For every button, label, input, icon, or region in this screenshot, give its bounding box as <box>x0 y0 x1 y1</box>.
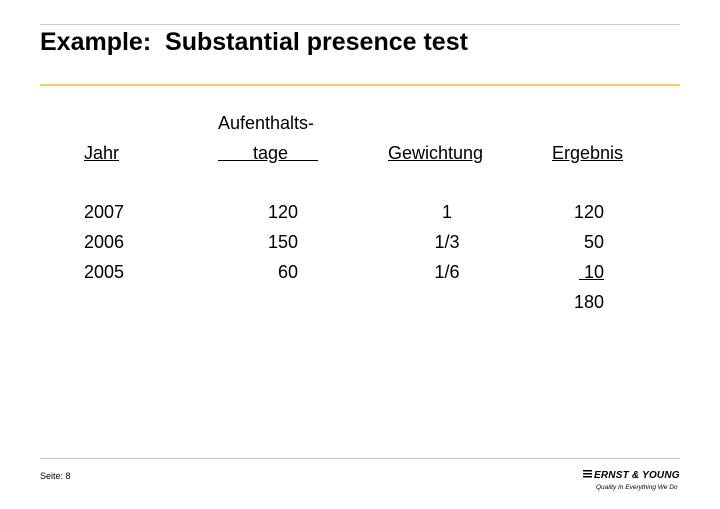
table-row-result: 120 <box>573 202 604 222</box>
company-logo: ERNST & YOUNG Quality In Everything We D… <box>583 470 683 494</box>
weight-header: Gewichtung <box>388 143 484 163</box>
days-header-line1: Aufenthalts- <box>218 113 315 133</box>
table-row-year: 2006 <box>84 232 125 252</box>
logo-mark-icon <box>583 470 592 479</box>
brand-name: ERNST & YOUNG <box>594 470 680 481</box>
year-header: Jahr <box>84 143 120 163</box>
table-row-days: 60 <box>277 262 298 282</box>
result-header: Ergebnis <box>552 143 624 163</box>
page-number: Seite: 8 <box>40 471 71 481</box>
table-row-days: 120 <box>267 202 298 222</box>
days-header-line2: tage <box>218 143 319 163</box>
title-underline <box>40 84 680 86</box>
table-row-weight: 1/3 <box>434 232 460 252</box>
table-row-days: 150 <box>267 232 298 252</box>
total-value: 180 <box>573 292 604 312</box>
table-row-weight: 1/6 <box>434 262 460 282</box>
top-divider <box>40 24 680 25</box>
table-row-year: 2007 <box>84 202 125 222</box>
table-row-result: 10 <box>578 262 604 282</box>
slide-title: Example: Substantial presence test <box>40 28 468 56</box>
table-row-weight: 1 <box>441 202 452 222</box>
table-row-year: 2005 <box>84 262 125 282</box>
footer-divider <box>40 458 680 459</box>
table-row-result: 50 <box>583 232 604 252</box>
brand-tagline: Quality In Everything We Do <box>596 484 678 491</box>
